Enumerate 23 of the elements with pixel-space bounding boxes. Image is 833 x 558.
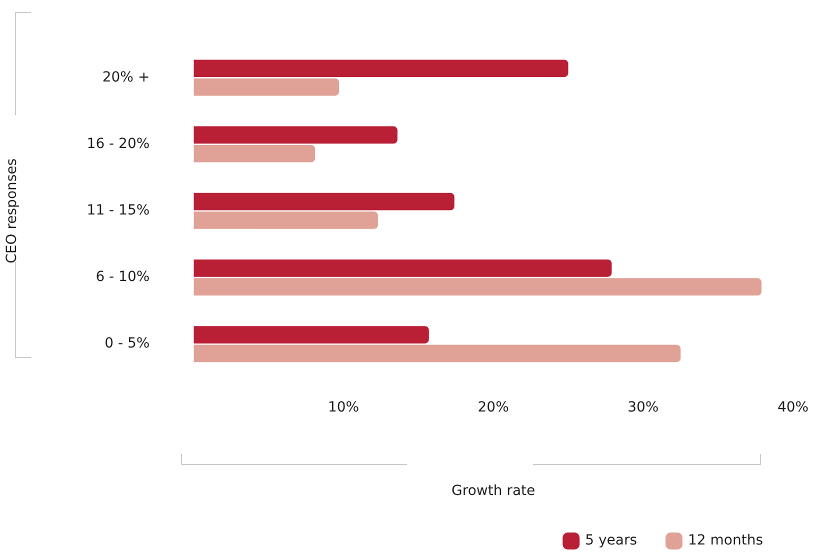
- bar: [194, 126, 398, 144]
- y-tick-label: 20% +: [102, 69, 150, 86]
- legend-label: 12 months: [688, 532, 764, 549]
- bar: [194, 192, 454, 210]
- x-tick-label: 40%: [777, 399, 809, 416]
- x-tick-label: 20%: [478, 399, 509, 416]
- bar: [194, 278, 762, 296]
- bar: [194, 78, 340, 96]
- bar: [194, 60, 568, 78]
- bar: [194, 212, 378, 229]
- y-tick-label: 6 - 10%: [96, 269, 150, 286]
- y-axis-title: CEO responses: [4, 158, 20, 264]
- x-tick-label: 30%: [628, 399, 659, 416]
- bar: [194, 344, 681, 362]
- y-tick-label: 16 - 20%: [86, 136, 150, 152]
- bar: [194, 260, 612, 277]
- bar: [194, 144, 316, 162]
- y-tick-label: 0 - 5%: [104, 336, 150, 352]
- x-tick-label: 10%: [328, 399, 360, 416]
- x-axis-title: Growth rate: [452, 483, 536, 500]
- y-tick-label: 11 - 15%: [86, 202, 150, 219]
- bar: [194, 326, 429, 344]
- legend-label: 5 years: [585, 532, 638, 549]
